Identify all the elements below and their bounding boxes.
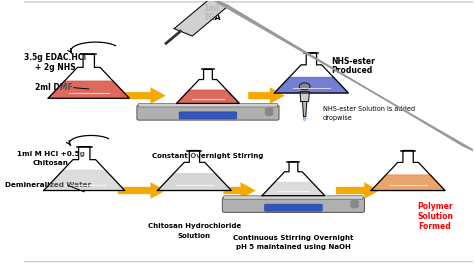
Polygon shape xyxy=(177,69,239,103)
Polygon shape xyxy=(44,147,125,191)
Circle shape xyxy=(351,203,358,208)
Text: Chitosan Hydrochloride: Chitosan Hydrochloride xyxy=(148,223,241,229)
Circle shape xyxy=(351,200,358,205)
Text: Solution: Solution xyxy=(417,212,453,221)
FancyBboxPatch shape xyxy=(179,112,237,119)
Polygon shape xyxy=(157,174,231,191)
FancyBboxPatch shape xyxy=(264,204,322,211)
Polygon shape xyxy=(44,170,125,191)
Text: TGA: TGA xyxy=(203,13,221,22)
Text: NHS-ester Solution is added: NHS-ester Solution is added xyxy=(323,106,415,112)
Polygon shape xyxy=(262,183,325,196)
Text: Polymer: Polymer xyxy=(417,202,453,211)
Polygon shape xyxy=(224,183,255,198)
FancyBboxPatch shape xyxy=(21,2,474,262)
Polygon shape xyxy=(274,53,348,93)
Polygon shape xyxy=(177,90,239,103)
Circle shape xyxy=(265,111,273,116)
FancyBboxPatch shape xyxy=(138,104,278,107)
Text: Constant Overnight Stirring: Constant Overnight Stirring xyxy=(152,153,264,159)
Text: pH 5 maintained using NaOH: pH 5 maintained using NaOH xyxy=(236,244,351,250)
Ellipse shape xyxy=(299,83,310,90)
Polygon shape xyxy=(157,151,231,191)
Polygon shape xyxy=(336,183,379,198)
Polygon shape xyxy=(300,91,310,101)
Text: Produced: Produced xyxy=(332,66,373,75)
Ellipse shape xyxy=(303,118,306,121)
Polygon shape xyxy=(262,162,325,196)
Polygon shape xyxy=(174,0,228,36)
Polygon shape xyxy=(302,101,307,117)
FancyBboxPatch shape xyxy=(222,197,365,212)
Text: Continuous Stirring Overnight: Continuous Stirring Overnight xyxy=(233,235,354,241)
Polygon shape xyxy=(371,151,445,191)
Text: Demineralized Water: Demineralized Water xyxy=(5,182,91,188)
Polygon shape xyxy=(371,175,445,191)
Polygon shape xyxy=(120,88,165,104)
Text: Solution: Solution xyxy=(178,233,211,239)
Text: 3.5g EDAC.HCl: 3.5g EDAC.HCl xyxy=(24,53,86,62)
Text: + 2g NHS: + 2g NHS xyxy=(35,63,75,72)
Text: 2ml DMF: 2ml DMF xyxy=(35,83,73,92)
Text: 1ml: 1ml xyxy=(203,4,219,13)
Polygon shape xyxy=(48,54,129,98)
Circle shape xyxy=(265,108,273,112)
Text: Chitosan: Chitosan xyxy=(33,160,69,166)
Polygon shape xyxy=(118,183,165,198)
Polygon shape xyxy=(48,81,129,98)
Text: 1ml M HCl +0.5g: 1ml M HCl +0.5g xyxy=(17,151,84,157)
FancyBboxPatch shape xyxy=(137,105,279,120)
Polygon shape xyxy=(248,88,284,104)
FancyBboxPatch shape xyxy=(224,196,363,199)
Text: dropwise: dropwise xyxy=(323,115,352,121)
Polygon shape xyxy=(210,0,474,153)
Text: Formed: Formed xyxy=(419,222,451,231)
Polygon shape xyxy=(274,77,348,93)
Text: NHS-ester: NHS-ester xyxy=(332,57,375,66)
